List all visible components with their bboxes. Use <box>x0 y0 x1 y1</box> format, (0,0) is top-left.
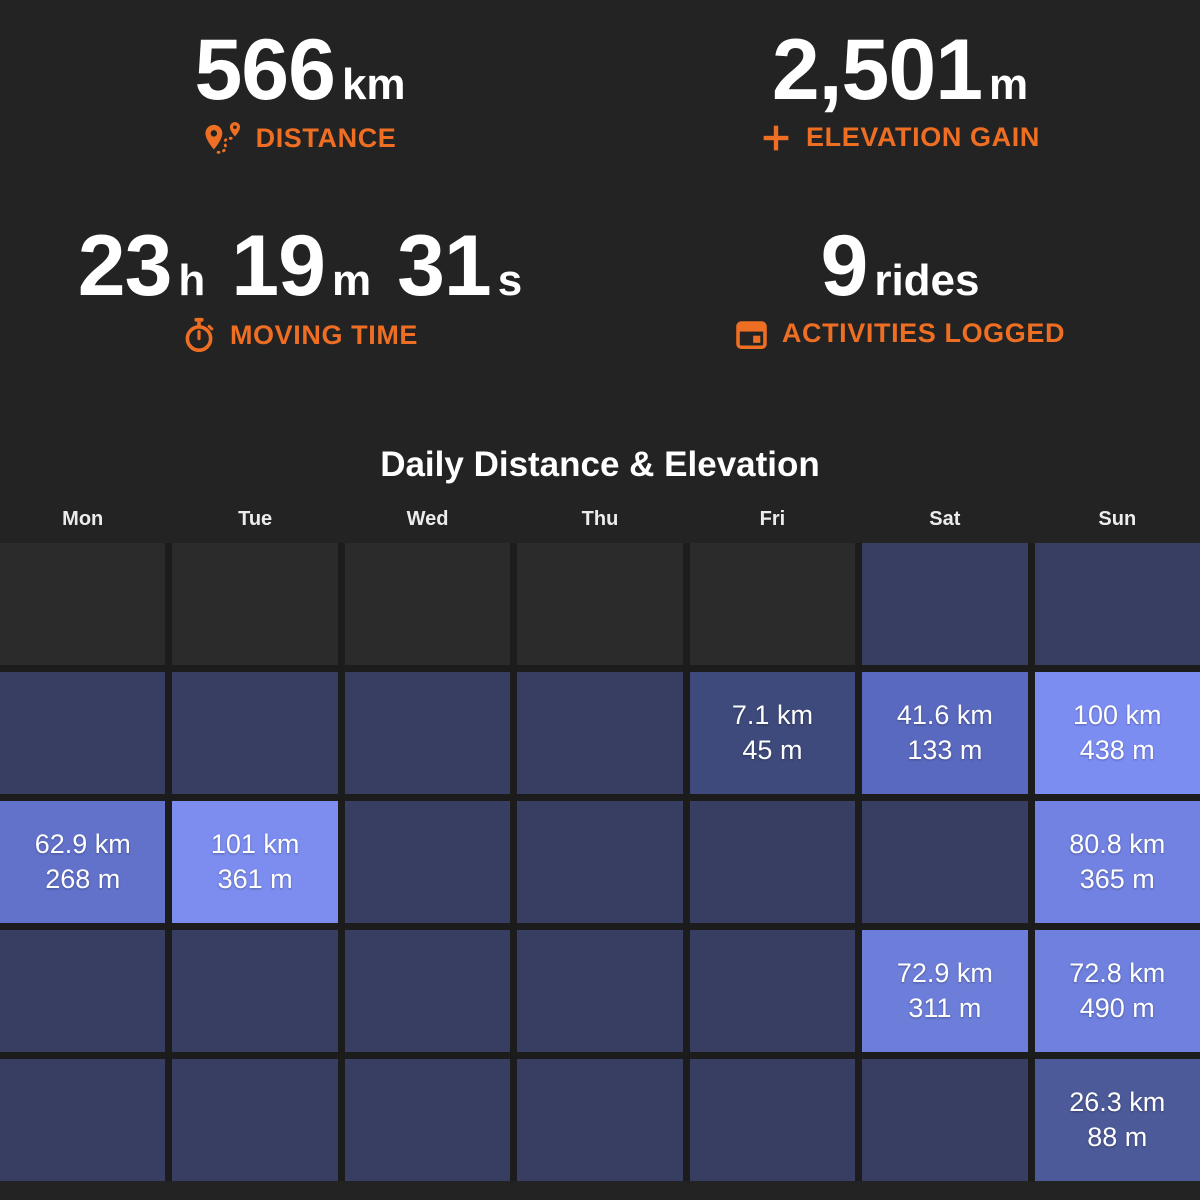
heatmap-cell-w1-sun <box>1034 543 1200 666</box>
heatmap-cell-w3-mon: 62.9 km 268 m <box>0 801 166 924</box>
moving-time-minutes: 19 <box>231 217 326 314</box>
heatmap-cell-w4-mon <box>0 930 166 1053</box>
heatmap-cell-w1-tue <box>172 543 338 666</box>
stat-distance: 566 km DISTANCE <box>0 22 600 156</box>
elevation-label: ELEVATION GAIN <box>806 122 1040 153</box>
heatmap-cell-w5-thu <box>517 1059 683 1182</box>
heatmap-cell-w4-wed <box>344 930 511 1053</box>
heatmap-grid: 7.1 km 45 m 41.6 km 133 m 100 km 438 m 62.9 km… <box>0 543 1200 1182</box>
stats-summary: 566 km DISTANCE 2,501 m <box>0 0 1200 353</box>
elevation-value-line: 2,501 m <box>771 22 1029 118</box>
stat-elevation-gain: 2,501 m ELEVATION GAIN <box>600 22 1200 156</box>
plus-icon <box>760 122 792 154</box>
heatmap-cell-w4-fri <box>689 930 856 1053</box>
moving-time-seconds-unit: s <box>497 255 523 305</box>
heatmap-cell-w1-fri <box>689 543 856 666</box>
heatmap-cell-w3-fri <box>689 801 856 924</box>
cell-elevation-value: 45 m <box>742 735 803 766</box>
moving-time-minutes-unit: m <box>331 255 372 305</box>
moving-time-label: MOVING TIME <box>229 319 419 350</box>
cell-elevation-value: 88 m <box>1087 1122 1148 1153</box>
cell-distance-value: 7.1 km <box>731 700 813 731</box>
heatmap-cell-w5-sat <box>862 1059 1028 1182</box>
distance-unit: km <box>341 60 406 109</box>
heatmap-cell-w4-sun: 72.8 km 490 m <box>1034 930 1200 1053</box>
stopwatch-icon <box>182 317 216 353</box>
day-header-fri: Fri <box>759 508 786 531</box>
heatmap-cell-w2-thu <box>517 672 683 795</box>
activities-label: ACTIVITIES LOGGED <box>781 318 1066 349</box>
day-header-tue: Tue <box>238 508 273 531</box>
heatmap-cell-w3-wed <box>344 801 511 924</box>
moving-time-hours-group: 23 h <box>77 217 206 314</box>
cell-distance-value: 26.3 km <box>1069 1087 1166 1118</box>
distance-label: DISTANCE <box>255 123 397 154</box>
distance-value-line: 566 km <box>194 22 406 118</box>
distance-value: 566 <box>194 22 335 118</box>
cell-distance-value: 41.6 km <box>896 700 993 731</box>
cell-elevation-value: 365 m <box>1079 864 1155 895</box>
heatmap-title: Daily Distance & Elevation <box>380 445 820 485</box>
cell-elevation-value: 361 m <box>217 864 293 895</box>
cell-elevation-value: 311 m <box>908 993 982 1024</box>
activities-label-line: ACTIVITIES LOGGED <box>735 317 1065 350</box>
day-header-wed: Wed <box>406 508 449 531</box>
day-header-thu: Thu <box>581 508 619 531</box>
heatmap-cell-w2-sun: 100 km 438 m <box>1034 672 1200 795</box>
stat-moving-time: 23 h 19 m 31 s MOVING <box>0 217 600 354</box>
cell-elevation-value: 133 m <box>907 735 983 766</box>
activities-value-line: 9 rides <box>820 217 980 314</box>
heatmap-cell-w3-thu <box>517 801 683 924</box>
heatmap-cell-w4-thu <box>517 930 683 1053</box>
cell-elevation-value: 490 m <box>1079 993 1155 1024</box>
cell-distance-value: 72.8 km <box>1069 958 1166 989</box>
heatmap-cell-w5-mon <box>0 1059 166 1182</box>
heatmap-cell-w5-wed <box>344 1059 511 1182</box>
moving-time-hours: 23 <box>77 217 173 314</box>
activities-value: 9 <box>820 217 868 314</box>
cell-distance-value: 101 km <box>210 829 300 860</box>
elevation-unit: m <box>989 60 1029 109</box>
activities-unit: rides <box>874 255 980 305</box>
day-header-sat: Sat <box>929 508 961 531</box>
elevation-label-line: ELEVATION GAIN <box>760 122 1040 154</box>
heatmap-cell-w3-sun: 80.8 km 365 m <box>1034 801 1200 924</box>
heatmap-cell-w2-tue <box>172 672 338 795</box>
heatmap-cell-w2-mon <box>0 672 166 795</box>
heatmap-cell-w5-fri <box>689 1059 856 1182</box>
heatmap-cell-w2-sat: 41.6 km 133 m <box>862 672 1028 795</box>
route-pin-icon <box>204 121 242 156</box>
day-headers-row: Mon Tue Wed Thu Fri Sat Sun <box>0 507 1200 531</box>
moving-time-value-line: 23 h 19 m 31 s <box>77 217 523 314</box>
day-header-sun: Sun <box>1098 508 1137 531</box>
heatmap-cell-w1-sat <box>862 543 1028 666</box>
heatmap-cell-w2-wed <box>344 672 511 795</box>
cell-distance-value: 100 km <box>1073 700 1162 731</box>
heatmap-cell-w2-fri: 7.1 km 45 m <box>689 672 856 795</box>
elevation-value: 2,501 <box>771 22 983 118</box>
heatmap-cell-w5-sun: 26.3 km 88 m <box>1034 1059 1200 1182</box>
cell-distance-value: 72.9 km <box>896 958 993 989</box>
heatmap-cell-w1-wed <box>344 543 511 666</box>
cell-distance-value: 62.9 km <box>34 829 131 860</box>
cell-elevation-value: 438 m <box>1079 735 1155 766</box>
heatmap-cell-w1-mon <box>0 543 166 666</box>
heatmap-cell-w3-tue: 101 km 361 m <box>172 801 338 924</box>
heatmap-cell-w5-tue <box>172 1059 338 1182</box>
calendar-icon <box>735 317 768 350</box>
cell-elevation-value: 268 m <box>45 864 121 895</box>
heatmap-cell-w3-sat <box>862 801 1028 924</box>
moving-time-hours-unit: h <box>178 255 206 305</box>
day-header-mon: Mon <box>62 508 104 531</box>
stat-activities: 9 rides ACTIVITIES LOGGED <box>600 217 1200 354</box>
moving-time-seconds: 31 <box>397 217 492 314</box>
heatmap-cell-w1-thu <box>517 543 683 666</box>
moving-time-minutes-group: 19 m <box>231 217 372 314</box>
distance-label-line: DISTANCE <box>204 121 397 156</box>
moving-time-label-line: MOVING TIME <box>182 317 418 353</box>
cell-distance-value: 80.8 km <box>1069 829 1166 860</box>
moving-time-seconds-group: 31 s <box>397 217 523 314</box>
heatmap-cell-w4-sat: 72.9 km 311 m <box>862 930 1028 1053</box>
heatmap-cell-w4-tue <box>172 930 338 1053</box>
